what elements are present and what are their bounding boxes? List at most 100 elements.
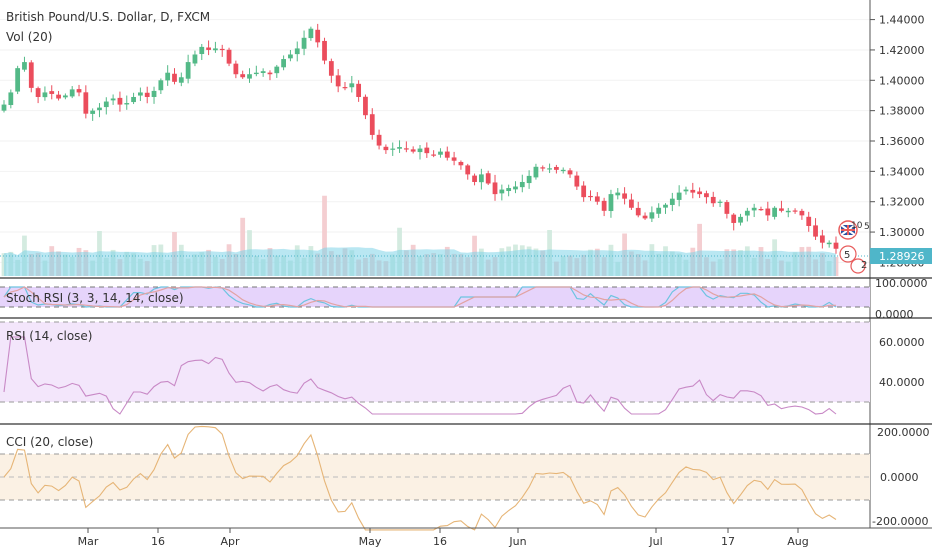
- candle-body: [213, 48, 218, 51]
- candle-body: [526, 175, 532, 184]
- time-tick-label: May: [359, 535, 382, 548]
- stoch-panel-band: [0, 287, 870, 307]
- candle-body: [260, 71, 266, 73]
- candle-body: [799, 210, 805, 216]
- candle-body: [574, 175, 580, 187]
- candle-body: [35, 88, 41, 97]
- candle-body: [642, 215, 648, 219]
- candle-body: [819, 235, 825, 243]
- candle-body: [369, 114, 375, 135]
- candle-body: [635, 207, 641, 216]
- candle-body: [533, 166, 539, 178]
- candle-body: [547, 168, 552, 170]
- time-tick-label: Mar: [78, 535, 99, 548]
- candle-body: [417, 148, 423, 153]
- candlesticks: [1, 23, 839, 254]
- candle-body: [56, 94, 61, 99]
- candle-body: [588, 195, 593, 198]
- candle-body: [192, 54, 198, 64]
- candle-body: [247, 74, 252, 79]
- time-tick-label: Jul: [648, 535, 662, 548]
- candle-body: [506, 188, 512, 192]
- candle-body: [76, 89, 82, 93]
- candle-body: [738, 216, 743, 223]
- candle-body: [731, 214, 737, 223]
- price-tick-label: 1.34000: [879, 165, 925, 178]
- candle-body: [206, 47, 211, 50]
- candle-body: [629, 199, 634, 208]
- candle-body: [49, 91, 55, 94]
- event-icon-c[interactable]: [850, 258, 866, 274]
- candle-body: [342, 87, 348, 89]
- candle-body: [751, 207, 757, 211]
- event-count-c: 2: [861, 260, 867, 271]
- price-panel: [0, 0, 870, 278]
- cci-tick-200: 200.0000: [877, 426, 930, 439]
- candle-body: [622, 193, 627, 199]
- candle-body: [669, 198, 675, 205]
- candle-body: [8, 92, 14, 106]
- price-axis[interactable]: 1.44000 1.42000 1.40000 1.38000 1.36000 1.340…: [870, 14, 925, 270]
- price-tick-label: 1.42000: [879, 44, 925, 57]
- candle-body: [69, 89, 75, 97]
- price-tick-label: 1.36000: [879, 135, 925, 148]
- flag-count: 10: [851, 221, 863, 231]
- candle-body: [410, 149, 416, 152]
- candle-body: [240, 74, 246, 78]
- cci-line: [3, 425, 837, 531]
- candle-body: [144, 92, 150, 97]
- candle-body: [513, 186, 518, 190]
- candle-body: [356, 83, 362, 97]
- candle-body: [499, 189, 505, 194]
- candle-body: [758, 209, 764, 211]
- candle-body: [219, 48, 225, 51]
- stoch-tick-100: 100.0000: [875, 277, 928, 290]
- candle-body: [710, 196, 716, 204]
- candle-body: [451, 157, 457, 161]
- candle-body: [779, 208, 784, 211]
- candle-body: [103, 101, 109, 108]
- event-icon-b[interactable]: [839, 245, 857, 263]
- candle-body: [294, 48, 300, 55]
- candle-body: [281, 59, 286, 68]
- time-tick-label: Aug: [787, 535, 808, 548]
- volume-bar: [240, 217, 246, 276]
- candle-body: [1, 104, 7, 111]
- rsi-line: [3, 336, 837, 415]
- candle-body: [335, 75, 341, 87]
- event-count-b: 5: [844, 250, 850, 261]
- volume-bar: [322, 195, 327, 276]
- candle-body: [717, 201, 723, 203]
- time-tick-label: Apr: [220, 535, 240, 548]
- candle-body: [28, 62, 34, 88]
- candle-body: [274, 66, 280, 74]
- candle-body: [328, 61, 334, 76]
- candle-body: [308, 28, 314, 39]
- candle-body: [724, 202, 730, 214]
- candle-body: [608, 194, 614, 212]
- price-tick-label: 1.38000: [879, 105, 925, 118]
- rsi-label: RSI (14, close): [6, 329, 92, 343]
- time-axis[interactable]: Mar 16 Apr May 16 Jun Jul 17 Aug: [78, 528, 809, 548]
- candle-body: [744, 210, 750, 216]
- candle-body: [158, 80, 164, 91]
- candle-body: [594, 196, 600, 202]
- stoch-tick-0: 0.0000: [875, 308, 914, 321]
- candle-body: [792, 210, 798, 212]
- candle-body: [185, 62, 191, 79]
- chart-title: British Pound/U.S. Dollar, D, FXCM: [6, 10, 210, 24]
- event-markers[interactable]: 10 5 5 2: [838, 220, 870, 274]
- volume-bars: [1, 195, 839, 276]
- candle-body: [697, 191, 702, 195]
- candle-body: [656, 207, 662, 214]
- rsi-panel-band: [0, 322, 870, 402]
- candle-body: [806, 216, 812, 226]
- candle-body: [42, 92, 48, 98]
- candle-body: [124, 103, 130, 105]
- candle-body: [492, 182, 498, 195]
- candle-body: [349, 83, 355, 88]
- price-tick-label: 1.40000: [879, 74, 925, 87]
- candle-body: [424, 147, 430, 154]
- candle-body: [676, 192, 682, 200]
